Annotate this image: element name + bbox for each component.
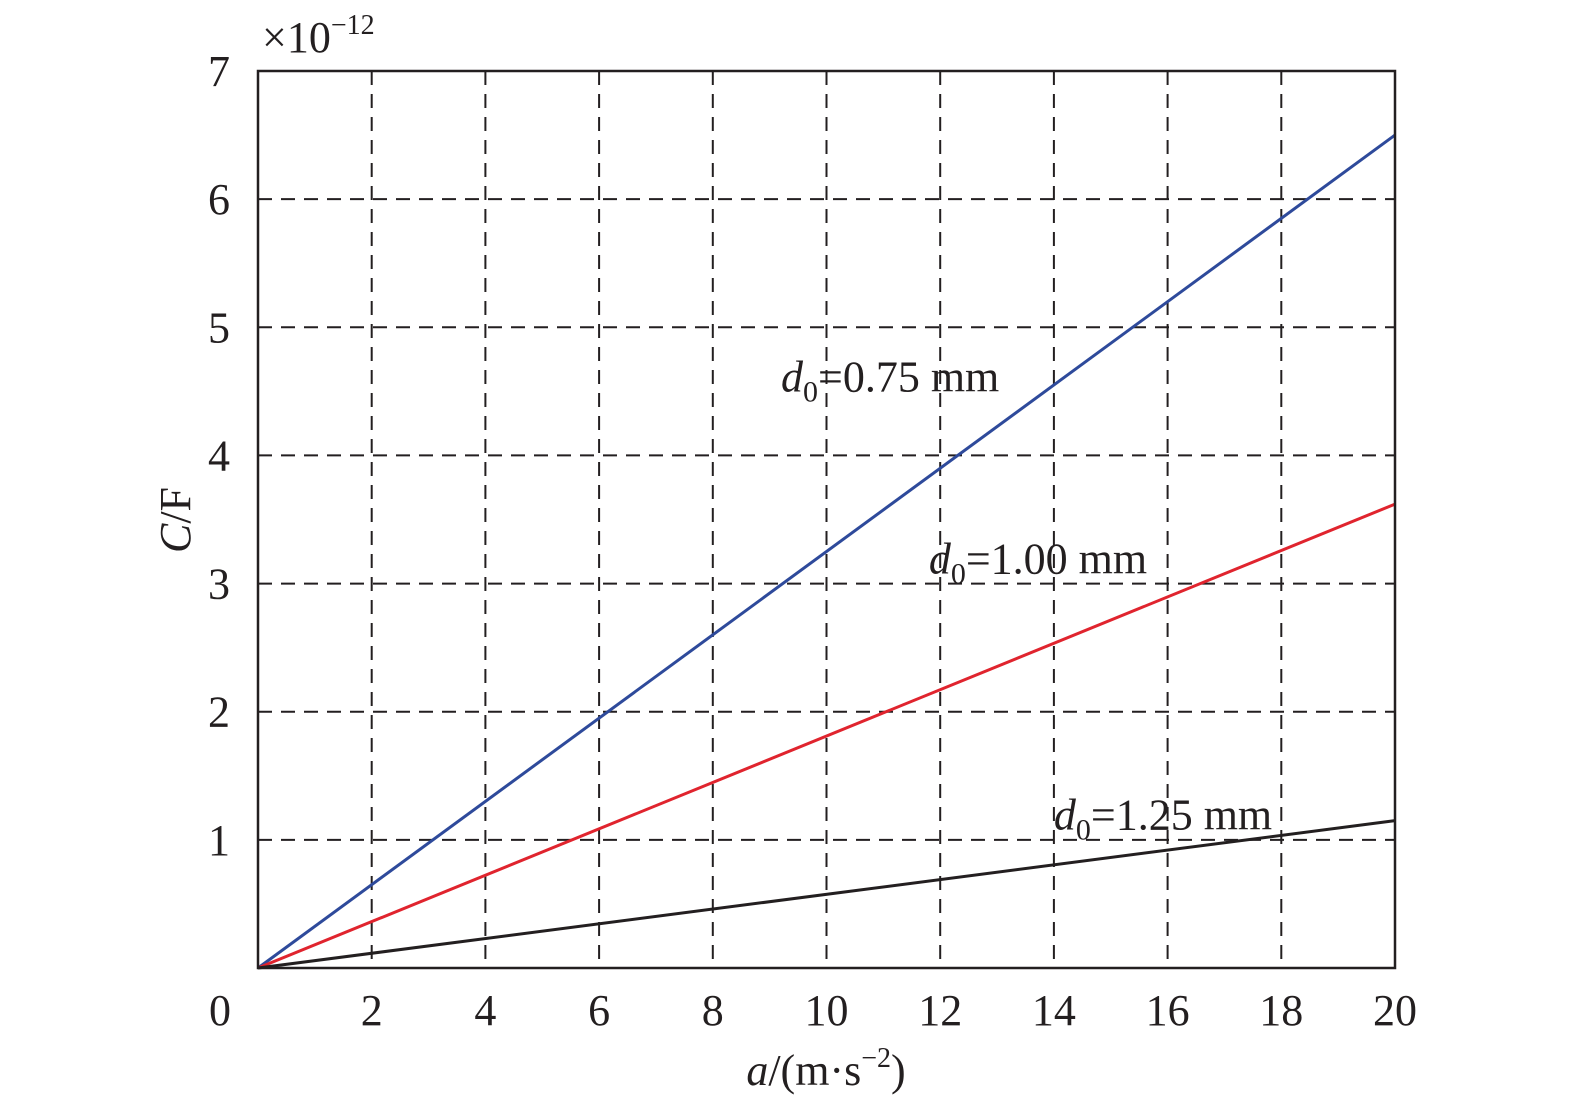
x-tick-label-6: 6 xyxy=(588,986,610,1035)
x-tick-label-0: 0 xyxy=(209,986,231,1035)
y-tick-label-7: 7 xyxy=(208,47,230,96)
x-tick-label-8: 8 xyxy=(702,986,724,1035)
plot-frame xyxy=(256,69,1397,970)
x-axis-label: a/(m·s−2) xyxy=(746,1043,905,1095)
y-tick-label-5: 5 xyxy=(208,303,230,352)
x-tick-label-2: 2 xyxy=(361,986,383,1035)
series-line-2 xyxy=(257,819,1396,970)
x-tick-label-20: 20 xyxy=(1373,986,1417,1035)
y-multiplier: ×10−12 xyxy=(262,10,375,62)
series-annotation-1: d0=1.00 mm xyxy=(929,534,1147,590)
series-annotation-2: d0=1.25 mm xyxy=(1054,791,1272,847)
y-tick-label-4: 4 xyxy=(208,431,230,480)
x-tick-label-10: 10 xyxy=(805,986,849,1035)
x-tick-label-16: 16 xyxy=(1146,986,1190,1035)
grid xyxy=(258,71,1395,968)
y-tick-labels: 1 2 3 4 5 6 7 xyxy=(208,47,230,865)
series-annotation-0: d0=0.75 mm xyxy=(781,352,999,408)
y-tick-label-2: 2 xyxy=(208,688,230,737)
series-line-0 xyxy=(257,133,1396,970)
series-line-1 xyxy=(257,502,1396,970)
series-annotations: d0=0.75 mm d0=1.00 mm d0=1.25 mm xyxy=(781,352,1272,846)
x-tick-label-12: 12 xyxy=(918,986,962,1035)
x-tick-label-14: 14 xyxy=(1032,986,1076,1035)
series-lines xyxy=(257,133,1396,970)
y-tick-label-6: 6 xyxy=(208,175,230,224)
x-tick-label-4: 4 xyxy=(474,986,496,1035)
x-tick-labels: 0 2 4 6 8 10 12 14 16 18 20 xyxy=(209,986,1417,1035)
y-tick-label-3: 3 xyxy=(208,560,230,609)
y-axis-label: C/F xyxy=(151,487,200,553)
y-tick-label-1: 1 xyxy=(208,816,230,865)
x-tick-label-18: 18 xyxy=(1259,986,1303,1035)
